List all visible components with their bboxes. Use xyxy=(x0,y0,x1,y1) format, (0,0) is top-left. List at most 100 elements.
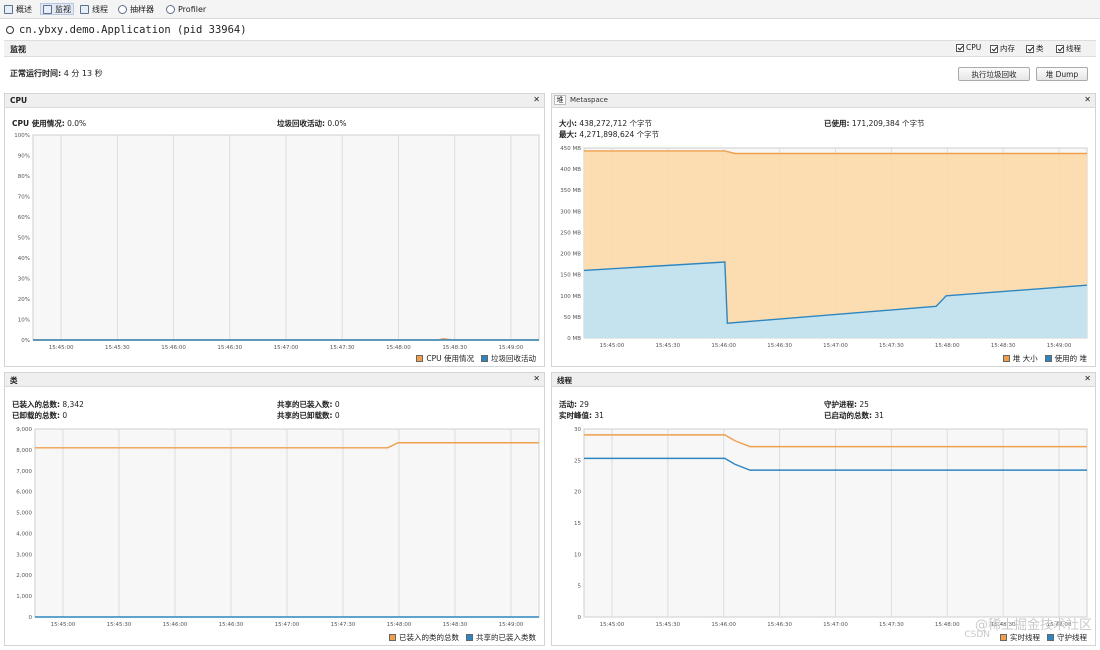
legend-swatch-cpu xyxy=(416,355,424,362)
x-tick-label: 15:48:00 xyxy=(935,343,960,349)
tab-sampler[interactable]: 抽样器 xyxy=(118,3,154,15)
tab-monitor[interactable]: 监视 xyxy=(40,3,74,15)
classes-panel-header: 类 ✕ xyxy=(5,373,544,387)
x-tick-label: 15:47:30 xyxy=(879,343,904,349)
classes-chart: 15:45:00 15:45:30 15:46:00 15:46:30 15:47:00… xyxy=(16,427,540,628)
threads-panel-header: 线程 ✕ xyxy=(552,373,1095,387)
legend-swatch-gc xyxy=(481,355,488,362)
threads-legend: 实时线程 守护线程 xyxy=(1000,632,1087,643)
x-tick-label: 15:45:30 xyxy=(655,343,680,349)
close-icon[interactable]: ✕ xyxy=(1084,95,1091,104)
y-tick-label: 80% xyxy=(18,174,30,180)
close-icon[interactable]: ✕ xyxy=(533,95,540,104)
close-icon[interactable]: ✕ xyxy=(533,374,540,383)
y-tick-label: 0 MB xyxy=(567,336,581,342)
x-tick-label: 15:47:30 xyxy=(330,345,355,351)
y-tick-label: 150 MB xyxy=(560,273,581,279)
legend-swatch-daemon-threads xyxy=(1047,634,1054,641)
app-title-text: cn.ybxy.demo.Application (pid 33964) xyxy=(19,24,247,36)
cpu-panel-title: CPU xyxy=(10,96,28,105)
y-tick-label: 5 xyxy=(578,584,582,590)
y-tick-label: 200 MB xyxy=(560,252,581,258)
x-tick-label: 15:48:30 xyxy=(442,345,467,351)
tab-profiler[interactable]: Profiler xyxy=(166,3,206,15)
y-tick-label: 70% xyxy=(18,195,30,201)
checkbox-threads[interactable]: 线程 xyxy=(1056,43,1081,54)
gc-activity-stat: 垃圾回收活动: 0.0% xyxy=(277,119,347,128)
y-tick-label: 3,000 xyxy=(16,552,32,558)
heap-dump-button[interactable]: 堆 Dump xyxy=(1036,67,1088,81)
threads-chart: 15:45:00 15:45:30 15:46:00 15:46:30 15:47:00… xyxy=(574,427,1088,628)
legend-swatch-classes-loaded xyxy=(389,634,396,641)
series-line xyxy=(584,150,1087,155)
y-tick-label: 0 xyxy=(578,615,582,621)
x-tick-label: 15:48:30 xyxy=(991,343,1016,349)
classes-unloaded-stat: 已卸载的总数: 0 xyxy=(12,411,68,420)
app-title: cn.ybxy.demo.Application (pid 33964) xyxy=(6,22,247,38)
y-tick-label: 0 xyxy=(29,615,33,621)
x-tick-label: 15:48:00 xyxy=(386,345,411,351)
tab-heap[interactable]: 堆 xyxy=(554,95,566,105)
y-tick-label: 1,000 xyxy=(16,594,32,600)
x-tick-label: 15:45:00 xyxy=(49,345,74,351)
x-tick-label: 15:49:00 xyxy=(499,345,524,351)
y-tick-label: 2,000 xyxy=(16,573,32,579)
checkbox-classes[interactable]: 类 xyxy=(1026,43,1044,54)
checkbox-cpu[interactable]: CPU xyxy=(956,43,981,52)
y-tick-label: 25 xyxy=(574,458,581,464)
tab-threads[interactable]: 线程 xyxy=(80,3,108,15)
y-tick-label: 50 MB xyxy=(564,315,581,321)
cpu-usage-stat: CPU 使用情况: 0.0% xyxy=(12,119,87,128)
heap-chart: 15:45:00 15:45:30 15:46:00 15:46:30 15:47:00… xyxy=(560,146,1088,349)
application-icon xyxy=(6,26,14,34)
watermark-sub: CSDN xyxy=(964,630,990,640)
checkbox-check-icon xyxy=(1056,44,1064,53)
gc-button[interactable]: 执行垃圾回收 xyxy=(958,67,1030,81)
threads-started-stat: 已启动的总数: 31 xyxy=(824,411,884,420)
y-tick-label: 100% xyxy=(14,133,30,139)
checkbox-check-icon xyxy=(956,43,964,52)
legend-swatch-heap-size xyxy=(1002,355,1010,362)
x-tick-label: 15:48:00 xyxy=(935,622,960,628)
y-tick-label: 10 xyxy=(574,552,581,558)
y-tick-label: 30% xyxy=(18,277,30,283)
x-tick-label: 15:47:00 xyxy=(275,622,300,628)
y-tick-label: 30 xyxy=(574,427,581,433)
x-tick-label: 15:46:30 xyxy=(219,622,244,628)
y-tick-label: 350 MB xyxy=(560,188,581,194)
tab-metaspace[interactable]: Metaspace xyxy=(570,96,608,104)
y-tick-label: 300 MB xyxy=(560,209,581,215)
heap-panel-header: 堆 Metaspace ✕ xyxy=(552,94,1095,108)
y-tick-label: 4,000 xyxy=(16,531,32,537)
threads-daemon-stat: 守护进程: 25 xyxy=(824,400,869,409)
x-tick-label: 15:49:00 xyxy=(1047,343,1072,349)
series-line xyxy=(584,434,1087,448)
shared-loaded-stat: 共享的已装入数: 0 xyxy=(277,400,340,409)
legend-swatch-shared-loaded xyxy=(466,634,473,641)
x-tick-label: 15:47:30 xyxy=(879,622,904,628)
y-tick-label: 250 MB xyxy=(560,230,581,236)
uptime: 正常运行时间: 4 分 13 秒 xyxy=(10,68,103,79)
y-tick-label: 40% xyxy=(18,256,30,262)
x-tick-label: 15:46:30 xyxy=(767,622,792,628)
y-tick-label: 0% xyxy=(21,338,30,344)
cpu-panel-header: CPU ✕ xyxy=(5,94,544,108)
x-tick-label: 15:45:30 xyxy=(105,345,130,351)
legend-swatch-live-threads xyxy=(1000,634,1007,641)
heap-max-stat: 最大: 4,271,898,624 个字节 xyxy=(559,130,660,139)
threads-peak-stat: 实时峰值: 31 xyxy=(559,411,604,420)
cpu-panel: CPU ✕ CPU 使用情况: 0.0% 垃圾回收活动: 0.0% 15:45:… xyxy=(4,93,545,367)
y-tick-label: 90% xyxy=(18,154,30,160)
watermark: @稀土掘金技术社区 xyxy=(974,618,1092,633)
uptime-label: 正常运行时间: xyxy=(10,69,62,78)
close-icon[interactable]: ✕ xyxy=(1084,374,1091,383)
heap-panel: 堆 Metaspace ✕ 大小: 438,272,712 个字节 最大: 4,… xyxy=(551,93,1096,367)
x-tick-label: 15:48:00 xyxy=(387,622,412,628)
sampler-icon xyxy=(118,4,127,14)
checkbox-memory[interactable]: 内存 xyxy=(990,43,1015,54)
y-tick-label: 20 xyxy=(574,490,581,496)
series-area xyxy=(584,262,1087,338)
tab-overview[interactable]: 概述 xyxy=(4,3,32,15)
threads-panel-title: 线程 xyxy=(557,376,572,385)
cpu-chart: 15:45:00 15:45:30 15:46:00 15:46:30 15:47:00… xyxy=(14,133,540,351)
